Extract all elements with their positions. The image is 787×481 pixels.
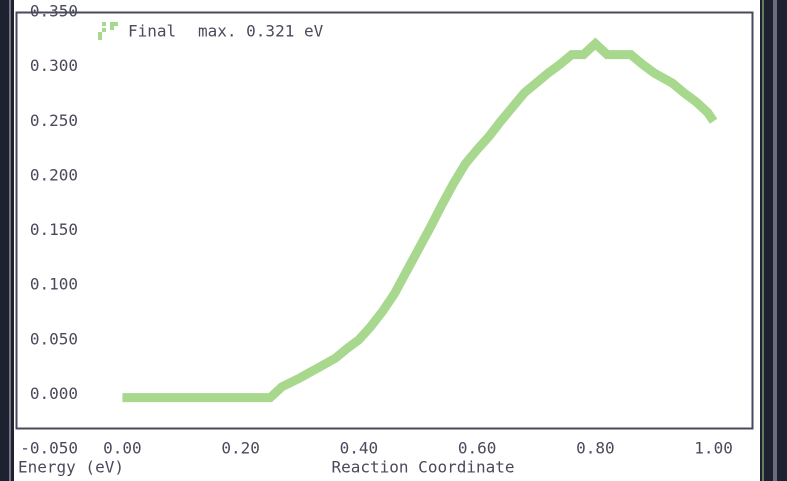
x-tick-label: 0.20 bbox=[221, 439, 260, 458]
y-tick-label: 0.150 bbox=[30, 220, 78, 239]
x-tick-label: 0.00 bbox=[103, 439, 142, 458]
legend-marker bbox=[98, 22, 118, 40]
x-tick-label: 0.60 bbox=[458, 439, 497, 458]
left-border bbox=[0, 0, 14, 481]
legend: Final max. 0.321 eV bbox=[98, 22, 324, 41]
plot-frame bbox=[15, 11, 754, 430]
y-tick-label: 0.350 bbox=[30, 2, 78, 21]
y-tick-label: 0.050 bbox=[30, 329, 78, 348]
y-tick-label: 0.300 bbox=[30, 56, 78, 75]
y-tick-label: 0.100 bbox=[30, 275, 78, 294]
y-tick-label: 0.250 bbox=[30, 111, 78, 130]
x-axis-label: Reaction Coordinate bbox=[331, 458, 514, 477]
legend-label: Final bbox=[128, 22, 176, 41]
x-tick-label: 0.80 bbox=[576, 439, 615, 458]
y-axis-label: Energy (eV) bbox=[18, 458, 124, 477]
scrollbar bbox=[773, 0, 777, 481]
series-line bbox=[122, 37, 718, 403]
y-tick-label: 0.000 bbox=[30, 384, 78, 403]
y-tick-label: -0.050 bbox=[20, 439, 78, 458]
y-tick-label: 0.200 bbox=[30, 165, 78, 184]
annotation: max. 0.321 eV bbox=[198, 22, 324, 41]
x-tick-label: 1.00 bbox=[694, 439, 733, 458]
x-tick-label: 0.40 bbox=[340, 439, 379, 458]
